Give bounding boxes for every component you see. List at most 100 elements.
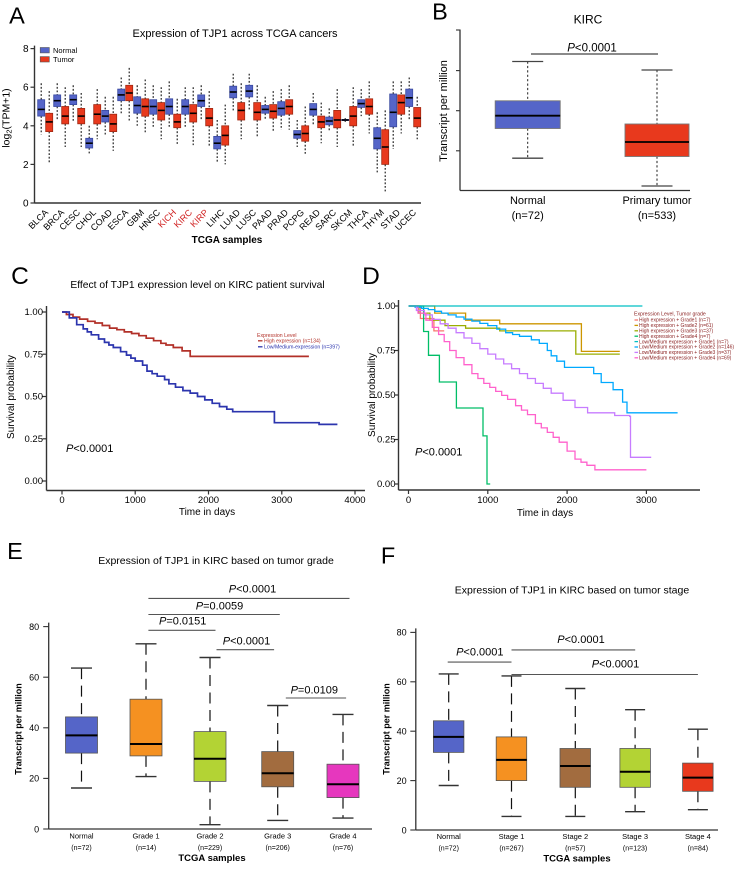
svg-text:P=0.0059: P=0.0059: [196, 601, 243, 613]
svg-text:Low/Medium expression + Grade3: Low/Medium expression + Grade3 (n=37): [639, 350, 732, 356]
svg-text:40: 40: [29, 723, 39, 733]
svg-text:Low/Medium expression + Grade1: Low/Medium expression + Grade1 (n=7): [639, 339, 729, 345]
svg-text:P<0.0001: P<0.0001: [456, 647, 503, 659]
svg-text:Expression of TJP1 across TCGA: Expression of TJP1 across TCGA cancers: [132, 28, 338, 40]
svg-text:Grade 2: Grade 2: [196, 832, 223, 841]
svg-text:Low/Medium expression + Grade4: Low/Medium expression + Grade4 (n=69): [639, 356, 732, 362]
svg-text:0.00: 0.00: [377, 479, 396, 490]
svg-text:Stage 4: Stage 4: [685, 832, 711, 841]
svg-text:80: 80: [29, 622, 39, 632]
svg-text:log2(TPM+1): log2(TPM+1): [1, 88, 14, 147]
svg-text:High expression + Grade1 (n=7): High expression + Grade1 (n=7): [639, 318, 711, 324]
svg-text:(n=76): (n=76): [333, 845, 353, 852]
svg-text:Grade 1: Grade 1: [132, 832, 159, 841]
svg-text:Transcript per million: Transcript per million: [382, 683, 392, 775]
svg-text:(n=72): (n=72): [438, 846, 458, 853]
svg-text:Transcript per million: Transcript per million: [14, 683, 24, 775]
svg-text:0.25: 0.25: [25, 434, 44, 445]
svg-text:P<0.0001: P<0.0001: [567, 43, 617, 55]
svg-text:Time in days: Time in days: [517, 508, 573, 519]
svg-text:KIRC: KIRC: [574, 13, 603, 27]
svg-text:P=0.0151: P=0.0151: [159, 616, 206, 628]
svg-text:D: D: [362, 263, 380, 290]
svg-text:(n=533): (n=533): [638, 210, 676, 222]
svg-text:P=0.0109: P=0.0109: [291, 684, 338, 696]
svg-text:High expression + Grade4 (n=7): High expression + Grade4 (n=7): [639, 334, 711, 340]
svg-text:Primary tumor: Primary tumor: [622, 195, 691, 207]
svg-text:(n=267): (n=267): [499, 846, 523, 853]
svg-text:P<0.0001: P<0.0001: [415, 447, 462, 459]
svg-text:0: 0: [23, 199, 29, 210]
svg-text:High expression + Grade3 (n=37: High expression + Grade3 (n=37): [639, 329, 714, 335]
svg-text:Stage 2: Stage 2: [562, 832, 588, 841]
svg-text:P<0.0001: P<0.0001: [223, 635, 270, 647]
svg-text:2000: 2000: [198, 495, 219, 506]
svg-text:Low/Medium expression + Grade2: Low/Medium expression + Grade2 (n=146): [639, 345, 734, 351]
svg-text:1000: 1000: [477, 495, 498, 506]
svg-text:Expression of TJP1 in KIRC bas: Expression of TJP1 in KIRC based on tumo…: [98, 555, 334, 567]
svg-text:Transcript per million: Transcript per million: [438, 60, 450, 162]
svg-text:4000: 4000: [344, 495, 365, 506]
svg-text:Normal: Normal: [53, 46, 78, 55]
svg-text:2: 2: [23, 160, 29, 171]
svg-text:0.50: 0.50: [25, 392, 44, 403]
svg-text:B: B: [432, 0, 448, 25]
svg-text:3000: 3000: [636, 495, 657, 506]
svg-text:80: 80: [397, 628, 407, 638]
svg-text:High expression + Grade2 (n=61: High expression + Grade2 (n=61): [639, 323, 714, 329]
svg-text:F: F: [381, 543, 395, 569]
svg-text:Grade 4: Grade 4: [329, 832, 356, 841]
svg-text:Effect of TJP1 expression leve: Effect of TJP1 expression level on KIRC …: [70, 280, 324, 291]
svg-text:Grade 3: Grade 3: [264, 832, 291, 841]
svg-text:Survival probability: Survival probability: [367, 353, 378, 437]
svg-text:High expression (n=134): High expression (n=134): [264, 339, 321, 345]
svg-text:Tumor: Tumor: [53, 55, 75, 64]
svg-text:Low/Medium-expression (n=397): Low/Medium-expression (n=397): [264, 345, 340, 351]
svg-text:Normal: Normal: [437, 832, 462, 841]
svg-text:2000: 2000: [557, 495, 578, 506]
svg-text:0.75: 0.75: [25, 349, 44, 360]
svg-text:Normal: Normal: [510, 195, 545, 207]
svg-text:1.00: 1.00: [25, 307, 44, 318]
svg-text:4: 4: [23, 121, 29, 132]
svg-text:3000: 3000: [271, 495, 292, 506]
svg-text:E: E: [7, 538, 23, 564]
svg-text:0.50: 0.50: [377, 390, 396, 401]
svg-text:60: 60: [397, 677, 407, 687]
svg-text:(n=229): (n=229): [198, 845, 222, 852]
svg-text:Survival probability: Survival probability: [6, 355, 17, 439]
svg-text:0.25: 0.25: [377, 435, 396, 446]
svg-text:6: 6: [23, 83, 29, 94]
svg-text:0: 0: [402, 825, 407, 835]
svg-text:TCGA samples: TCGA samples: [543, 854, 610, 865]
svg-text:C: C: [11, 263, 29, 290]
svg-text:TCGA samples: TCGA samples: [178, 853, 245, 864]
svg-text:40: 40: [397, 727, 407, 737]
svg-text:60: 60: [29, 673, 39, 683]
svg-text:Stage 1: Stage 1: [499, 832, 525, 841]
svg-text:0.00: 0.00: [25, 476, 44, 487]
svg-text:(n=57): (n=57): [565, 846, 585, 853]
svg-text:TCGA samples: TCGA samples: [192, 235, 263, 246]
svg-text:1.00: 1.00: [377, 301, 396, 312]
svg-text:(n=84): (n=84): [688, 846, 708, 853]
svg-text:P<0.0001: P<0.0001: [66, 443, 113, 455]
svg-text:P<0.0001: P<0.0001: [557, 634, 604, 646]
svg-text:0: 0: [406, 495, 411, 506]
svg-text:(n=123): (n=123): [623, 846, 647, 853]
svg-text:20: 20: [29, 774, 39, 784]
svg-text:Time in days: Time in days: [179, 507, 235, 518]
svg-text:A: A: [9, 3, 25, 29]
svg-text:(n=72): (n=72): [512, 210, 544, 222]
svg-text:8: 8: [23, 44, 29, 55]
svg-text:0.75: 0.75: [377, 346, 396, 357]
svg-text:1000: 1000: [125, 495, 146, 506]
svg-text:0: 0: [59, 495, 64, 506]
svg-text:Stage 3: Stage 3: [622, 832, 648, 841]
svg-text:Expression of TJP1 in KIRC bas: Expression of TJP1 in KIRC based on tumo…: [455, 585, 690, 597]
svg-text:20: 20: [397, 776, 407, 786]
svg-text:Expression Level, Tumor grade: Expression Level, Tumor grade: [634, 312, 706, 318]
svg-text:P<0.0001: P<0.0001: [229, 584, 276, 596]
svg-text:(n=206): (n=206): [266, 845, 290, 852]
svg-text:0: 0: [34, 824, 39, 834]
